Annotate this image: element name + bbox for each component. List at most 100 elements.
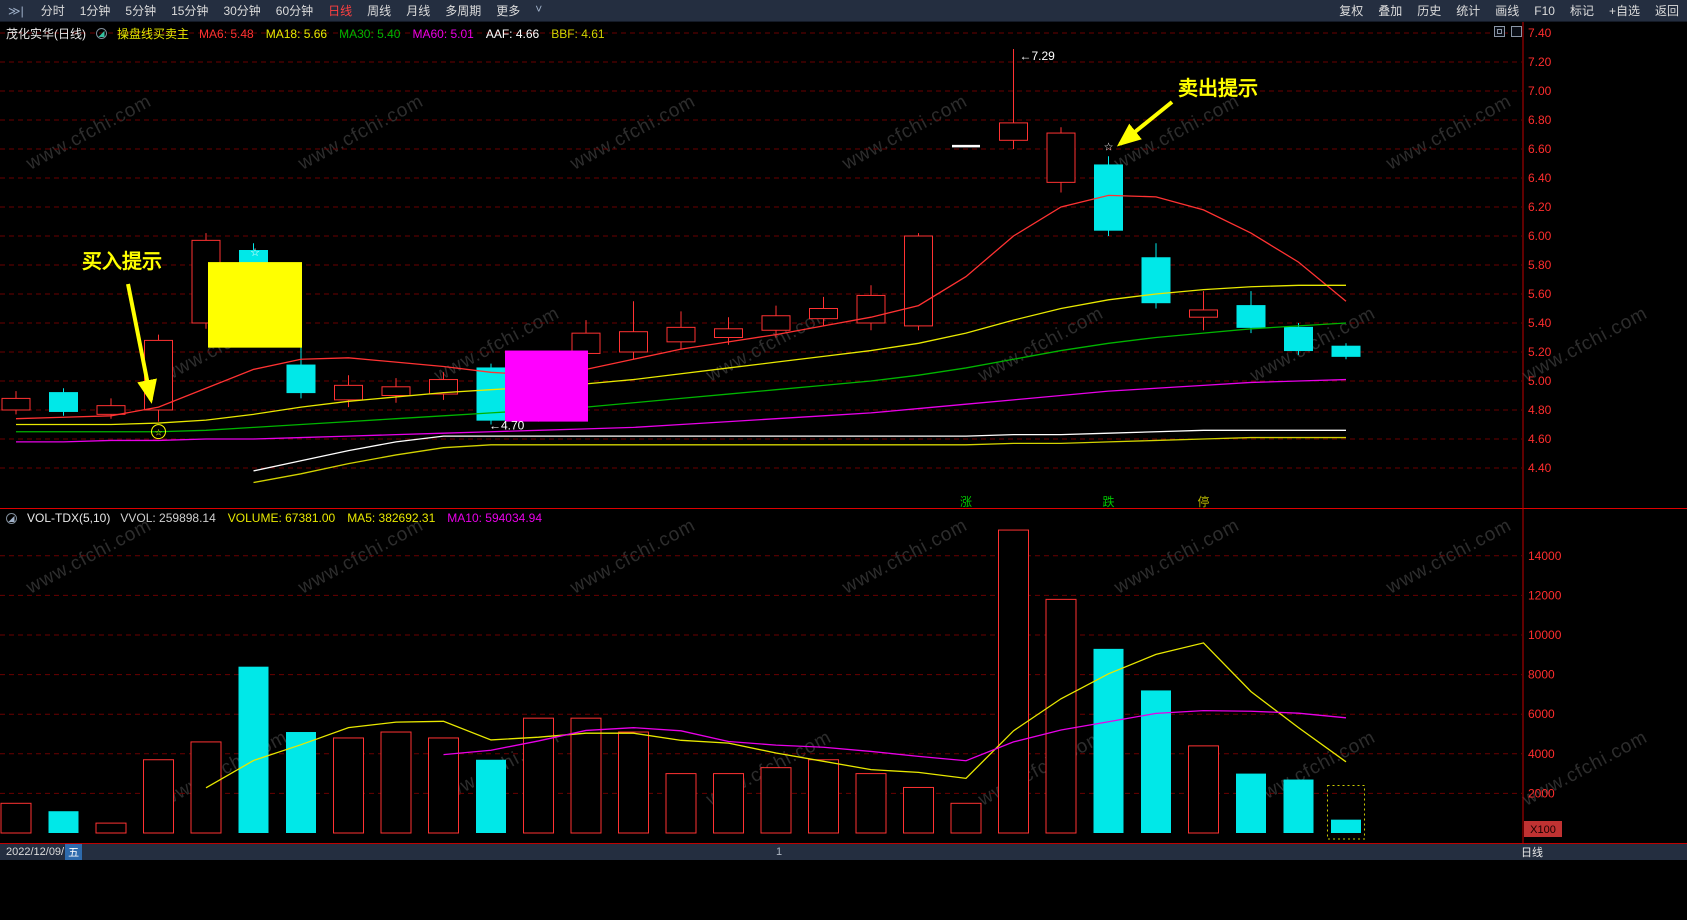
buy-star-icon: ☆	[154, 428, 162, 438]
ma-values: MA6: 5.48 MA18: 5.66 MA30: 5.40 MA60: 5.01 A…	[199, 27, 605, 41]
limit-flag-label: 涨	[960, 494, 972, 508]
candle-body	[1331, 345, 1361, 357]
volume-bar	[1283, 779, 1314, 833]
buy-signal-marker	[151, 424, 166, 440]
volume-bar	[1331, 819, 1361, 833]
volume-bar	[1141, 690, 1171, 833]
action-标记[interactable]: 标记	[1569, 4, 1594, 18]
vol-indicator-name[interactable]: VOL-TDX(5,10)	[27, 511, 111, 525]
volume-tick: 2000	[1528, 786, 1555, 800]
period-tab-15分钟[interactable]: 15分钟	[171, 4, 209, 18]
period-tab-日线[interactable]: 日线	[328, 4, 353, 18]
signal-block	[208, 262, 302, 348]
price-tick: 6.60	[1528, 142, 1552, 156]
candle-body	[1046, 132, 1076, 183]
price-tick: 6.00	[1528, 229, 1552, 243]
main-chart-legend: 茂化实华(日线) ◢ 操盘线买卖主 MA6: 5.48 MA18: 5.66 MA3…	[6, 25, 605, 42]
action-叠加[interactable]: 叠加	[1378, 4, 1403, 18]
period-tab-5分钟[interactable]: 5分钟	[125, 4, 157, 18]
indicator-name[interactable]: 操盘线买卖主	[117, 27, 190, 41]
action-历史[interactable]: 历史	[1417, 4, 1442, 18]
app-icon[interactable]: ≫|	[8, 3, 24, 18]
candle-body	[619, 331, 648, 353]
price-tick: 4.60	[1528, 432, 1552, 446]
current-period-label[interactable]: 日线	[1521, 847, 1543, 859]
indicator-value: MA10: 594034.94	[447, 511, 543, 525]
period-tab-60分钟[interactable]: 60分钟	[275, 4, 314, 18]
volume-tick: 4000	[1528, 747, 1555, 761]
action-画线[interactable]: 画线	[1495, 4, 1520, 18]
indicator-value: VOLUME: 67381.00	[227, 511, 336, 525]
action-返回[interactable]: 返回	[1654, 4, 1679, 18]
price-tick: 7.40	[1528, 26, 1552, 40]
volume-unit-label: X100	[1530, 824, 1556, 836]
indicator-icon[interactable]: ◢	[96, 28, 107, 39]
price-tick: 6.80	[1528, 113, 1552, 127]
panel-controls	[1494, 26, 1522, 37]
period-tab-多周期[interactable]: 多周期	[445, 4, 482, 18]
candle-body	[381, 386, 411, 396]
indicator-value: MA30: 5.40	[339, 26, 401, 41]
candle-body	[999, 122, 1028, 141]
price-tick: 5.60	[1528, 287, 1552, 301]
period-tab-分时[interactable]: 分时	[40, 4, 65, 18]
toolbar-actions: 复权 叠加 历史 统计 画线 F10 标记 +自选 返回	[1339, 2, 1679, 19]
period-tab-周线[interactable]: 周线	[367, 4, 392, 18]
volume-bar	[950, 802, 982, 834]
main-candlestick-chart[interactable]: 7.40 7.20 7.00 6.80 6.60 6.40 6.20 6.00 5.80 5.60…	[0, 22, 1687, 508]
action-复权[interactable]: 复权	[1339, 4, 1364, 18]
candle-body	[1284, 326, 1313, 352]
candle-body	[1141, 257, 1171, 304]
ma-line	[16, 284, 1346, 426]
candle-body	[666, 326, 696, 343]
indicator-value: MA60: 5.01	[412, 26, 474, 41]
volume-bar	[380, 731, 412, 834]
volume-bar	[1188, 745, 1219, 834]
volume-bar	[570, 717, 602, 834]
volume-bar	[428, 737, 459, 834]
sell-arrow	[1116, 100, 1174, 147]
price-tick: 5.80	[1528, 258, 1552, 272]
price-tick: 4.80	[1528, 403, 1552, 417]
price-tick: 5.40	[1528, 316, 1552, 330]
indicator-value: MA18: 5.66	[265, 26, 328, 41]
period-tab-1分钟[interactable]: 1分钟	[79, 4, 111, 18]
buy-annotation-label: 买入提示	[82, 249, 162, 273]
action-F10[interactable]: F10	[1534, 3, 1555, 18]
panel-restore-icon[interactable]	[1494, 26, 1505, 37]
date-text: 2022/12/09/	[6, 846, 65, 858]
buy-arrow	[126, 283, 157, 404]
volume-tick: 14000	[1528, 549, 1562, 563]
volume-tick: 10000	[1528, 628, 1562, 642]
vol-indicator-icon[interactable]: ◢	[6, 512, 17, 524]
period-tab-更多[interactable]: 更多	[496, 4, 521, 18]
high-price-label: ←7.29	[1020, 49, 1056, 63]
vol-values: VVOL: 259898.14 VOLUME: 67381.00 MA5: 3826…	[120, 511, 542, 525]
volume-bar	[903, 786, 934, 834]
candle-body	[1236, 305, 1266, 328]
volume-chart[interactable]: 14000 12000 10000 8000 6000 4000 2000 X100	[0, 508, 1687, 843]
price-tick: 6.20	[1528, 200, 1552, 214]
action-统计[interactable]: 统计	[1456, 4, 1481, 18]
volume-bar	[760, 767, 792, 834]
volume-bar	[476, 759, 506, 833]
period-tab-月线[interactable]: 月线	[406, 4, 431, 18]
ma-line	[253, 436, 1346, 484]
star-marker: ☆	[250, 247, 260, 259]
candle-body	[904, 235, 933, 327]
period-tab-30分钟[interactable]: 30分钟	[223, 4, 261, 18]
volume-bar	[286, 732, 316, 833]
volume-bar	[998, 529, 1029, 834]
action-+自选[interactable]: +自选	[1608, 4, 1640, 18]
sell-annotation-label: 卖出提示	[1178, 76, 1258, 100]
panel-maximize-icon[interactable]	[1511, 26, 1522, 37]
volume-unit-badge	[1524, 821, 1562, 837]
ma-line	[443, 709, 1347, 762]
candle-body	[1, 397, 31, 411]
chevron-down-icon[interactable]: ˅	[535, 2, 543, 16]
ma-line	[253, 429, 1346, 472]
price-tick: 5.00	[1528, 374, 1552, 388]
price-tick: 7.00	[1528, 84, 1552, 98]
volume-bar	[618, 731, 649, 834]
candle-body	[1189, 309, 1218, 318]
